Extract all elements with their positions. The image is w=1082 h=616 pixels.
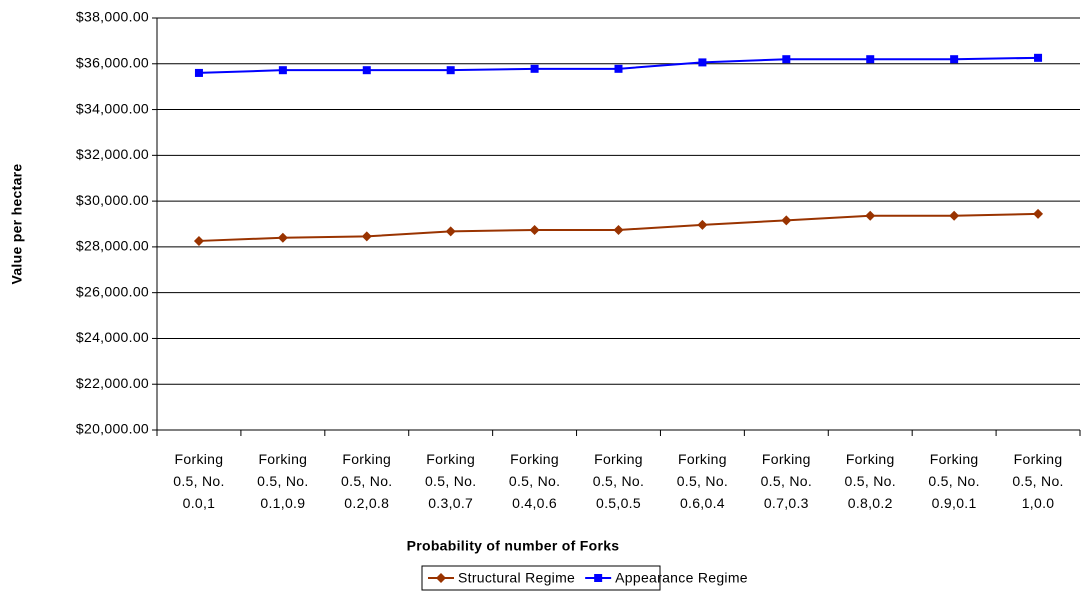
legend-marker — [594, 574, 603, 582]
y-axis-title: Value per hectare — [9, 163, 25, 284]
point — [698, 58, 707, 67]
x-tick-label: Forking 0.5, No. 0.7,0.3 — [760, 451, 813, 511]
legend-label: Appearance Regime — [615, 570, 748, 586]
y-tick-label: $20,000.00 — [76, 421, 149, 437]
point — [1034, 53, 1043, 62]
x-tick-label: Forking 0.5, No. 0.8,0.2 — [844, 451, 896, 511]
x-tick-label: Forking 0.5, No. 0.6,0.4 — [676, 451, 729, 511]
legend-marker — [436, 573, 446, 583]
y-tick-label: $28,000.00 — [76, 238, 149, 254]
point — [446, 66, 455, 75]
point — [445, 226, 456, 237]
point — [865, 210, 876, 221]
x-tick-label: Forking 0.5, No. 0.2,0.8 — [341, 451, 393, 511]
point — [278, 66, 287, 75]
x-tick-label: Forking 0.5, No. 0.0,1 — [173, 451, 225, 511]
x-axis-title: Probability of number of Forks — [407, 538, 620, 554]
point — [697, 219, 708, 230]
point — [782, 55, 791, 64]
point — [949, 210, 960, 221]
point — [362, 66, 371, 75]
y-tick-label: $26,000.00 — [76, 283, 149, 299]
x-tick-label: Forking 0.5, No. 0.1,0.9 — [257, 451, 309, 511]
legend-label: Structural Regime — [458, 570, 575, 586]
y-tick-label: $22,000.00 — [76, 375, 149, 391]
y-tick-label: $24,000.00 — [76, 329, 149, 345]
x-tick-label: Forking 0.5, No. 0.3,0.7 — [424, 451, 477, 511]
legend-box — [421, 565, 661, 591]
y-tick-label: $30,000.00 — [76, 192, 149, 208]
point — [530, 64, 539, 73]
point — [866, 55, 875, 64]
x-tick-label: Forking 0.5, No. 0.4,0.6 — [508, 451, 561, 511]
x-tick-label: Forking 0.5, No. 0.9,0.1 — [928, 451, 980, 511]
y-tick-label: $34,000.00 — [76, 100, 149, 116]
point — [614, 64, 623, 73]
point — [781, 215, 792, 226]
point — [529, 224, 540, 235]
point — [277, 232, 288, 243]
point — [613, 224, 624, 235]
x-tick-label: Forking 0.5, No. 0.5,0.5 — [592, 451, 645, 511]
y-tick-label: $36,000.00 — [76, 54, 149, 70]
point — [194, 68, 203, 77]
point — [1033, 208, 1044, 219]
x-tick-label: Forking 0.5, No. 1,0.0 — [1012, 451, 1064, 511]
point — [361, 231, 372, 242]
y-tick-label: $32,000.00 — [76, 146, 149, 162]
point — [193, 235, 204, 246]
point — [950, 55, 959, 64]
y-tick-label: $38,000.00 — [76, 9, 149, 25]
